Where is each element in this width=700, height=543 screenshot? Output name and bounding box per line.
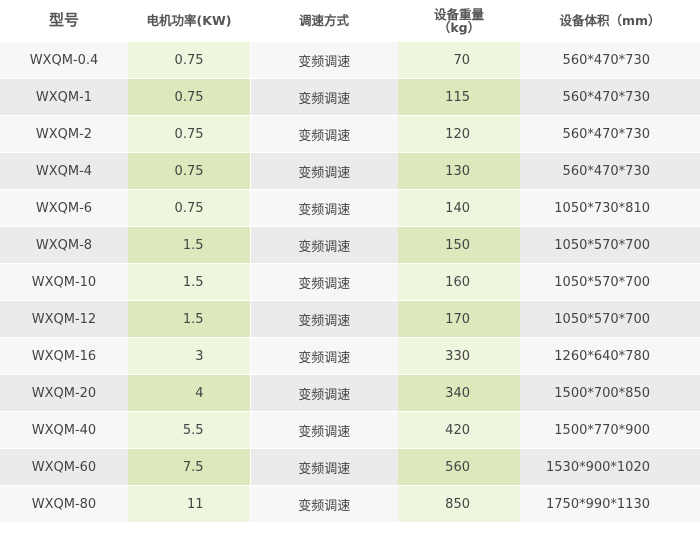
table-cell: 7.5 [128,448,250,486]
table-row: WXQM-4 0.75 变频调速 130 560*470*730 [0,152,700,190]
table-cell: WXQM-0.4 [0,41,128,79]
table-cell: WXQM-4 [0,152,128,190]
table-cell: WXQM-6 [0,189,128,227]
table-cell: 0.75 [128,152,250,190]
table-cell: 变频调速 [249,485,398,522]
header-cell: 电机功率(KW) [146,13,232,28]
table-cell: 0.75 [128,41,250,79]
table-cell: 变频调速 [249,263,398,301]
table-row: WXQM-0.4 0.75 变频调速 70 560*470*730 [0,41,700,79]
table-cell: 330 [398,337,520,375]
table-cell: 变频调速 [249,448,398,486]
table-cell: WXQM-10 [0,263,128,301]
table-cell: 11 [128,485,250,522]
header-cell: 型号 [48,11,79,29]
table-cell: 变频调速 [249,41,398,79]
table-cell: 0.75 [128,189,250,227]
table-cell: WXQM-60 [0,448,128,486]
table-cell: 4 [128,374,250,412]
table-cell: 340 [398,374,520,412]
table-cell: 1050*570*700 [520,226,700,264]
table-cell: WXQM-12 [0,300,128,338]
table-cell: 1260*640*780 [520,337,700,375]
table-cell: 1050*730*810 [520,189,700,227]
table-cell: 1500*770*900 [520,411,700,449]
table-cell: WXQM-20 [0,374,128,412]
table-cell: 560*470*730 [520,78,700,116]
header-cell: 设备体积（mm） [559,13,661,28]
table-cell: 120 [398,115,520,153]
table-cell: 1050*570*700 [520,300,700,338]
header-cell: 调速方式 [298,13,349,28]
table-cell: 1.5 [128,300,250,338]
table-cell: 1.5 [128,226,250,264]
table-row: WXQM-16 3 变频调速 330 1260*640*780 [0,337,700,375]
table-row: WXQM-40 5.5 变频调速 420 1500*770*900 [0,411,700,449]
table-row: WXQM-8 1.5 变频调速 150 1050*570*700 [0,226,700,264]
table-cell: 变频调速 [249,152,398,190]
table-cell: 160 [398,263,520,301]
table-cell: 1500*700*850 [520,374,700,412]
table-row: WXQM-6 0.75 变频调速 140 1050*730*810 [0,189,700,227]
header-cell: 设备重量 （kg） [398,0,520,42]
table-cell: 0.75 [128,78,250,116]
table-cell: 420 [398,411,520,449]
table-cell: 130 [398,152,520,190]
table-cell: WXQM-8 [0,226,128,264]
table-cell: WXQM-1 [0,78,128,116]
table-body: WXQM-0.4 0.75 变频调速 70 560*470*730 WXQM-1 0.75 变… [0,41,700,522]
table-cell: 0.75 [128,115,250,153]
table-cell: 5.5 [128,411,250,449]
table-cell: 变频调速 [249,374,398,412]
table-row: WXQM-80 11 变频调速 850 1750*990*1130 [0,485,700,522]
table-row: WXQM-10 1.5 变频调速 160 1050*570*700 [0,263,700,301]
table-cell: 变频调速 [249,226,398,264]
table-cell: 560*470*730 [520,152,700,190]
table-row: WXQM-60 7.5 变频调速 560 1530*900*1020 [0,448,700,486]
spec-table: 型号 电机功率(KW) 调速方式 设备重量 （kg） 设备体积（mm） WXQM-0.4 0… [0,0,700,522]
table-cell: 变频调速 [249,411,398,449]
table-row: WXQM-2 0.75 变频调速 120 560*470*730 [0,115,700,153]
table-cell: 560*470*730 [520,41,700,79]
table-cell: 850 [398,485,520,522]
table-cell: 170 [398,300,520,338]
table-cell: 560 [398,448,520,486]
table-cell: 115 [398,78,520,116]
table-cell: 变频调速 [249,115,398,153]
table-cell: 150 [398,226,520,264]
table-cell: 1050*570*700 [520,263,700,301]
table-cell: WXQM-80 [0,485,128,522]
table-cell: WXQM-16 [0,337,128,375]
table-cell: 3 [128,337,250,375]
table-cell: 变频调速 [249,78,398,116]
header-line: 设备重量 [433,6,484,22]
table-cell: WXQM-40 [0,411,128,449]
header-line: （kg） [437,19,481,35]
table-cell: 70 [398,41,520,79]
table-row: WXQM-20 4 变频调速 340 1500*700*850 [0,374,700,412]
table-cell: 变频调速 [249,337,398,375]
table-cell: 560*470*730 [520,115,700,153]
table-row: WXQM-12 1.5 变频调速 170 1050*570*700 [0,300,700,338]
table-cell: 1530*900*1020 [520,448,700,486]
table-cell: 1.5 [128,263,250,301]
table-cell: 140 [398,189,520,227]
table-cell: 变频调速 [249,300,398,338]
table-cell: WXQM-2 [0,115,128,153]
table-cell: 1750*990*1130 [520,485,700,522]
table-row: WXQM-1 0.75 变频调速 115 560*470*730 [0,78,700,116]
table-cell: 变频调速 [249,189,398,227]
header-row: 型号 电机功率(KW) 调速方式 设备重量 （kg） 设备体积（mm） [0,0,700,42]
